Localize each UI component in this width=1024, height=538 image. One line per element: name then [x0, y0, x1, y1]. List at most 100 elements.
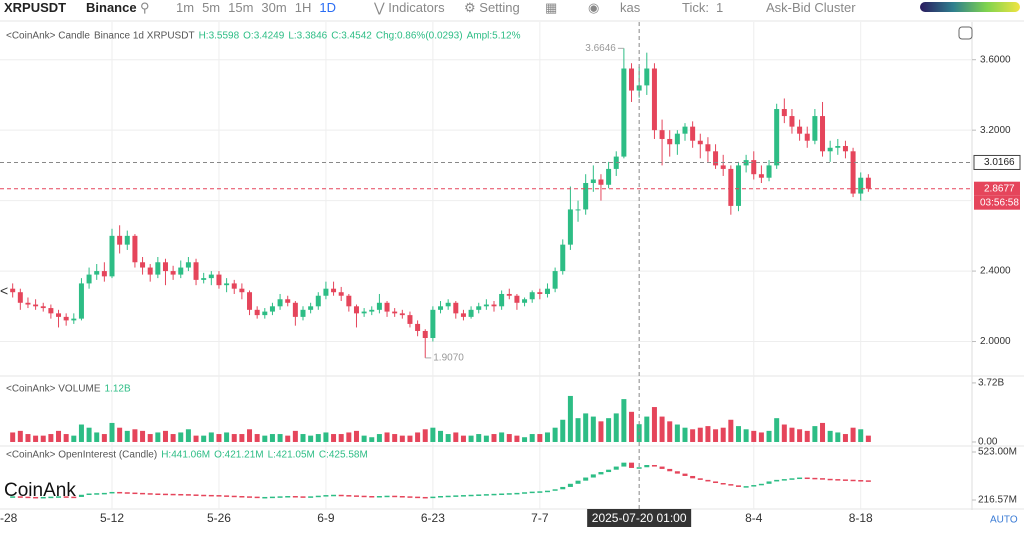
candle-body — [415, 323, 421, 331]
oi-candle — [820, 478, 826, 480]
candle-body — [178, 267, 184, 275]
volume-bar — [438, 430, 444, 442]
price-tag-label: 3.0166 — [984, 157, 1015, 168]
y-tick-label: 523.00M — [978, 447, 1017, 458]
candle-body — [208, 274, 214, 279]
volume-bar — [384, 432, 390, 442]
volume-bar — [506, 434, 512, 442]
y-tick-label: 2.4000 — [980, 266, 1011, 277]
oi-candle — [384, 495, 390, 498]
volume-bar — [820, 422, 826, 442]
interval-button[interactable]: 30m — [261, 0, 287, 15]
oi-candle — [323, 495, 329, 497]
volume-bar — [346, 432, 352, 442]
volume-bar — [369, 437, 375, 442]
oi-candle — [735, 485, 741, 487]
volume-bar — [124, 430, 130, 442]
cluster[interactable]: Ask-Bid Cluster — [766, 0, 856, 15]
volume-bar — [361, 435, 367, 442]
candle-body — [728, 168, 734, 206]
candle-body — [629, 68, 635, 91]
candle-body — [583, 183, 589, 210]
candle-body — [751, 160, 757, 175]
tick-value[interactable]: 1 — [716, 0, 724, 15]
oi-candle — [583, 477, 589, 481]
color-scale[interactable] — [920, 2, 1020, 12]
volume-bar — [331, 434, 337, 442]
exchange[interactable]: Binance — [86, 0, 137, 15]
candle-body — [254, 309, 260, 316]
interval-button[interactable]: 1D — [319, 0, 336, 15]
setting-label: Setting — [479, 0, 520, 15]
screenshot-button[interactable] — [958, 26, 973, 40]
candle-body — [399, 313, 405, 316]
candle-body — [766, 165, 772, 178]
volume-bar — [63, 434, 69, 442]
eye-icon[interactable]: ◉ — [588, 0, 600, 15]
candle-body — [56, 313, 62, 317]
oi-candle — [567, 483, 573, 487]
volume-bar — [269, 434, 275, 442]
intervals: 1m 5m 15m 30m 1H 1D — [176, 0, 344, 15]
volume-bar — [155, 432, 161, 442]
candle-body — [667, 138, 673, 145]
oi-candle — [514, 492, 520, 495]
candle-body — [499, 293, 505, 307]
countdown: 03:56:58 — [980, 197, 1019, 208]
candle-body — [606, 168, 612, 185]
oi-candle — [277, 496, 283, 498]
oi-candle — [407, 496, 413, 498]
candle-body — [185, 262, 191, 268]
interval-button[interactable]: 15m — [228, 0, 254, 15]
oi-candle — [827, 478, 833, 481]
oi-candle — [781, 479, 787, 481]
candle-body — [529, 292, 535, 300]
y-tick-label: 3.2000 — [980, 125, 1011, 136]
interval-button[interactable]: 5m — [202, 0, 221, 15]
layout-icon[interactable]: ▦ — [545, 0, 558, 15]
oi-candle — [560, 486, 566, 490]
volume-bar — [797, 429, 803, 442]
candle-body — [430, 309, 436, 339]
oi-candle — [667, 468, 673, 472]
volume-bar — [33, 435, 39, 442]
volume-bar — [659, 416, 665, 442]
candle-body — [224, 283, 230, 286]
volume-bar — [774, 418, 780, 442]
oi-candle — [86, 493, 92, 496]
volume-bar — [48, 434, 54, 442]
volume-bar — [117, 427, 123, 442]
legend-text: L:3.3846 — [288, 31, 327, 42]
candle-body — [292, 302, 298, 317]
auto-button[interactable]: AUTO — [990, 515, 1018, 526]
candle-body — [506, 293, 512, 296]
volume-bar — [247, 429, 253, 442]
interval-button[interactable]: 1H — [294, 0, 312, 15]
candle-body — [346, 295, 352, 307]
candle-body — [644, 68, 650, 86]
candle-body — [537, 292, 543, 294]
interval-button[interactable]: 1m — [176, 0, 195, 15]
indicators-button[interactable]: ⋁ Indicators — [374, 0, 445, 15]
candle-body — [483, 304, 489, 307]
search-icon[interactable]: ⚲ — [140, 0, 150, 15]
low-label: 1.9070 — [433, 353, 464, 364]
oi-candle — [353, 495, 359, 497]
oi-candle — [606, 469, 612, 473]
legend-text: Binance 1d XRPUSDT — [94, 31, 195, 42]
kas[interactable]: kas — [620, 0, 641, 15]
volume-bar — [758, 432, 764, 442]
setting-button[interactable]: ⚙ Setting — [464, 0, 520, 15]
oi-candle — [63, 496, 69, 498]
symbol[interactable]: XRPUSDT — [4, 0, 67, 15]
volume-bar — [674, 424, 680, 442]
candle-body — [231, 283, 237, 289]
oi-candle — [78, 494, 84, 497]
volume-bar — [109, 422, 115, 442]
volume-bar — [835, 432, 841, 442]
oi-candle — [94, 493, 100, 495]
volume-bar — [583, 413, 589, 442]
watermark: CoinAnk — [4, 480, 76, 501]
volume-bar — [667, 421, 673, 442]
volume-bar — [338, 434, 344, 442]
